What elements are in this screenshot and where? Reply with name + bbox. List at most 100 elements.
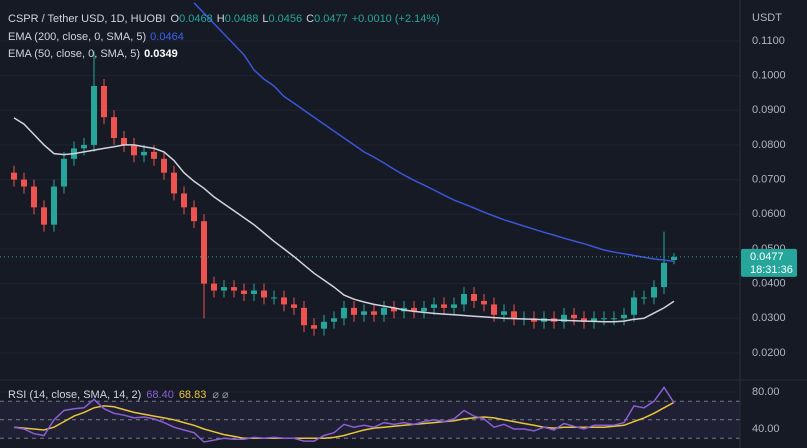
candle-body — [601, 318, 607, 320]
candle-body — [331, 318, 337, 322]
legend-name: EMA (50, close, 0, SMA, 5) — [8, 48, 140, 60]
y-tick-label: 0.0700 — [752, 174, 786, 186]
legend-value: 0.0349 — [144, 48, 178, 60]
candle-body — [251, 290, 257, 295]
legend-value: 0.0464 — [150, 31, 184, 43]
candle-body — [671, 256, 677, 261]
candle-body — [141, 151, 147, 156]
countdown: 18:31:36 — [750, 264, 793, 276]
candle-body — [21, 179, 27, 187]
line — [193, 2, 675, 263]
legend-value: 68.40 — [146, 389, 174, 401]
candle-body — [341, 307, 347, 319]
candle-body — [91, 85, 97, 145]
candle-body — [111, 117, 117, 138]
price-axis: USDT 0.02000.03000.04000.05000.06000.070… — [741, 12, 797, 435]
candle-body — [491, 304, 497, 315]
candle-body — [371, 311, 377, 315]
candle-body — [611, 318, 617, 320]
line — [13, 401, 675, 440]
y-tick-label: 0.0600 — [752, 208, 786, 220]
candle-body — [631, 297, 637, 315]
candle-body — [51, 186, 57, 225]
legend-name: EMA (200, close, 0, SMA, 5) — [8, 31, 146, 43]
candle-body — [451, 304, 457, 308]
y-tick-label: 0.1100 — [752, 35, 785, 47]
candle-body — [151, 151, 157, 159]
legend-ema50: EMA (50, close, 0, SMA, 5) 0.0349 — [8, 48, 178, 60]
candle-body — [101, 85, 107, 118]
y-tick-label: 0.0800 — [752, 139, 786, 151]
icons[interactable]: ⌀ ⌀ — [212, 389, 229, 401]
candle-body — [501, 311, 507, 315]
grid — [0, 40, 740, 439]
candle-body — [481, 300, 487, 305]
candle-body — [61, 158, 67, 187]
legend-value: 68.83 — [179, 389, 207, 401]
candle-body — [381, 307, 387, 315]
candle-body — [131, 144, 137, 156]
legend-name: RSI (14, close, SMA, 14, 2) — [8, 389, 141, 401]
price-tag-label: 0.0477 — [750, 251, 784, 263]
candle-body — [271, 297, 277, 299]
candle-body — [421, 307, 427, 312]
price-tag — [741, 248, 797, 277]
l-letter: L — [262, 13, 268, 25]
candle-body — [471, 294, 477, 301]
axis-unit: USDT — [752, 12, 782, 24]
candle-body — [641, 297, 647, 299]
candle-body — [291, 304, 297, 308]
candle-body — [191, 207, 197, 222]
candle-body — [651, 287, 657, 298]
candle-body — [391, 307, 397, 312]
candle-body — [31, 186, 37, 208]
candle-body — [221, 287, 227, 291]
open: 0.0468 — [179, 13, 213, 25]
candle-body — [321, 321, 327, 329]
candle-body — [411, 307, 417, 312]
candle-body — [581, 318, 587, 322]
candle-body — [81, 144, 87, 149]
o-letter: O — [171, 13, 180, 25]
candle-body — [431, 304, 437, 308]
y-tick-label: 0.0200 — [752, 347, 786, 359]
candle-body — [41, 207, 47, 225]
legend-rsi: RSI (14, close, SMA, 14, 2) 68.40 68.83 ⌀ ⌀ — [8, 389, 229, 401]
candle-body — [561, 314, 567, 322]
candle-body — [441, 304, 447, 308]
marks — [0, 2, 740, 443]
symbol: CSPR / Tether USD, 1D, HUOBI — [8, 13, 166, 25]
line — [13, 117, 675, 323]
low: 0.0456 — [268, 13, 302, 25]
h-letter: H — [217, 13, 225, 25]
candle-body — [201, 221, 207, 284]
candle-body — [311, 325, 317, 329]
y-tick-label: 0.0300 — [752, 312, 786, 324]
candle-body — [571, 314, 577, 319]
candle-body — [261, 290, 267, 298]
candle-body — [621, 314, 627, 319]
candle-body — [121, 137, 127, 145]
candle-body — [511, 311, 517, 319]
candle-body — [661, 262, 667, 288]
change: +0.0010 (+2.14%) — [352, 13, 440, 25]
candle-body — [361, 311, 367, 315]
candle-body — [231, 287, 237, 291]
line — [13, 386, 675, 443]
candle-body — [301, 307, 307, 326]
candle-body — [461, 294, 467, 305]
legend-ema200: EMA (200, close, 0, SMA, 5) 0.0464 — [8, 31, 184, 43]
c-letter: C — [306, 13, 314, 25]
y-tick-label: 80.00 — [752, 386, 780, 398]
candle-body — [281, 297, 287, 305]
candle-body — [591, 318, 597, 322]
candle-body — [11, 172, 17, 180]
candle-body — [241, 290, 247, 295]
y-tick-label: 0.0900 — [752, 104, 786, 116]
y-tick-label: 0.1000 — [752, 69, 786, 81]
close: 0.0477 — [314, 13, 348, 25]
candle-body — [171, 172, 177, 194]
high: 0.0488 — [225, 13, 259, 25]
